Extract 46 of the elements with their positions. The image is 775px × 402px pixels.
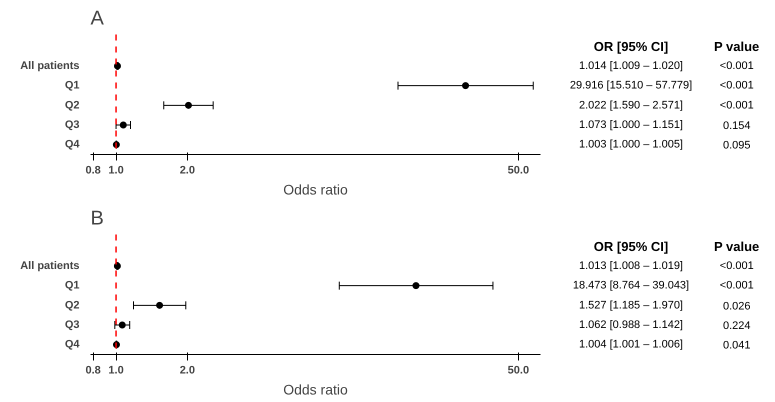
x-tick-label: 2.0	[180, 364, 195, 376]
text: P value	[714, 238, 760, 254]
y-tick-label: Q2	[64, 99, 80, 112]
y-tick-label: Q3	[64, 118, 80, 131]
text: P value	[714, 38, 760, 54]
text: 1.527 [1.185 – 1.970]	[579, 299, 683, 312]
text: 1.013 [1.008 – 1.019]	[579, 260, 683, 272]
x-tick-label: 1.0	[108, 164, 124, 176]
y-tick-label: Q1	[64, 80, 80, 92]
x-tick-label: 1.0	[108, 364, 124, 376]
chart-title: A	[90, 8, 104, 30]
text: <0.001	[720, 60, 754, 72]
y-tick-label: Q4	[64, 338, 80, 351]
y-tick-label: Q1	[64, 280, 80, 292]
text: 0.224	[722, 320, 751, 332]
text: 29.916 [15.510 – 57.779]	[570, 80, 692, 92]
x-axis-title: Odds ratio	[283, 182, 348, 198]
text: 0.041	[722, 340, 751, 352]
text: 1.003 [1.000 – 1.005]	[579, 138, 683, 151]
x-tick-label: 0.8	[85, 364, 101, 376]
text: 0.095	[722, 140, 751, 152]
y-tick-label: Q2	[64, 299, 80, 312]
text: 0.026	[722, 300, 751, 312]
x-tick-label: 2.0	[180, 164, 195, 176]
chart-title: B	[90, 208, 104, 230]
x-axis-title: Odds ratio	[283, 382, 348, 398]
x-tick-label: 0.8	[85, 164, 101, 176]
y-tick-label: Q3	[64, 318, 80, 331]
text: <0.001	[720, 80, 754, 92]
text: OR [95% CI]	[594, 238, 668, 254]
text: OR [95% CI]	[594, 38, 668, 54]
text: 2.022 [1.590 – 2.571]	[579, 99, 683, 112]
text: 0.154	[722, 120, 751, 132]
text: 1.004 [1.001 – 1.006]	[579, 338, 683, 351]
x-tick-label: 50.0	[508, 364, 530, 376]
text: <0.001	[720, 280, 754, 292]
y-tick-label: Q4	[64, 138, 80, 151]
text: 1.062 [0.988 – 1.142]	[579, 318, 683, 331]
text: 1.073 [1.000 – 1.151]	[579, 118, 683, 131]
text: <0.001	[720, 99, 754, 112]
x-tick-label: 50.0	[508, 164, 530, 176]
y-tick-label: All patients	[20, 260, 80, 272]
y-tick-label: All patients	[20, 60, 80, 72]
text: 1.014 [1.009 – 1.020]	[579, 60, 683, 72]
text: 18.473 [8.764 – 39.043]	[572, 280, 690, 292]
text: <0.001	[720, 260, 754, 272]
